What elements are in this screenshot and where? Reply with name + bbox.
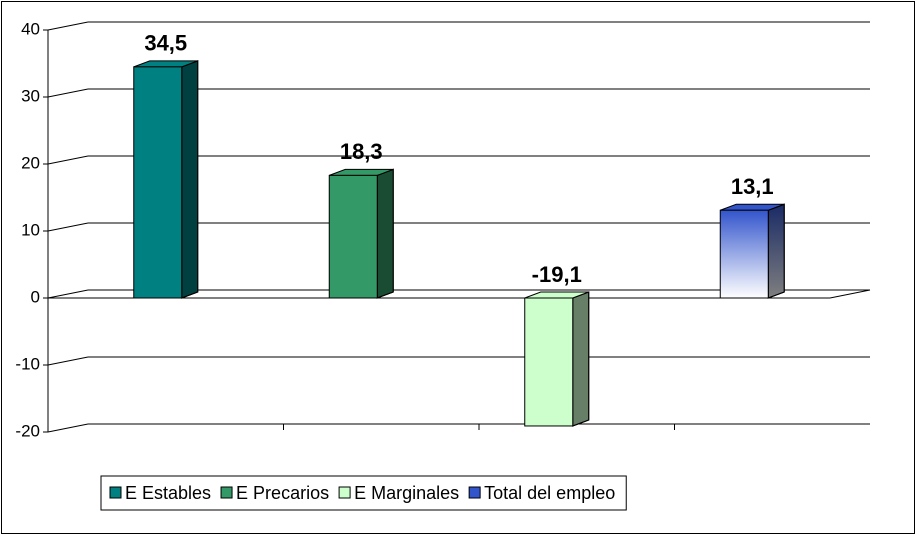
bar	[524, 297, 574, 427]
legend-swatch	[109, 486, 122, 499]
data-label: 18,3	[340, 139, 383, 164]
legend-label: E Marginales	[354, 483, 459, 503]
bar	[719, 209, 769, 299]
bar-side-shade	[767, 203, 785, 299]
y-tick-label: 30	[21, 86, 40, 105]
grid-line	[47, 222, 89, 232]
y-tick-label: 0	[31, 287, 40, 306]
floor-edge	[829, 289, 871, 299]
legend-swatch	[220, 486, 233, 499]
y-tick-label: -20	[15, 421, 40, 440]
y-tick-label: -10	[15, 354, 40, 373]
legend-box	[100, 475, 627, 511]
grid-line	[47, 356, 89, 366]
grid-line	[47, 21, 89, 31]
bar-side-shade	[572, 291, 590, 427]
grid-line	[47, 155, 89, 165]
bar-side-shade	[376, 168, 394, 299]
grid-line	[47, 289, 89, 299]
grid-line	[47, 423, 89, 433]
y-tick-label: 40	[21, 19, 40, 38]
grid-line	[47, 88, 89, 98]
y-tick-label: 10	[21, 220, 40, 239]
bar	[328, 174, 378, 299]
data-label: 13,1	[731, 174, 774, 199]
data-label: -19,1	[532, 262, 582, 287]
legend-label: E Estables	[125, 483, 211, 503]
legend-swatch	[338, 486, 351, 499]
legend-label: E Precarios	[236, 483, 329, 503]
y-tick-label: 20	[21, 153, 40, 172]
legend-label: Total del empleo	[484, 483, 615, 503]
data-label: 34,5	[144, 31, 187, 56]
legend: E Estables E Precarios E Marginales Total d…	[100, 475, 627, 511]
legend-swatch	[468, 486, 481, 499]
bar-side-shade	[181, 60, 199, 299]
bar	[133, 66, 183, 299]
